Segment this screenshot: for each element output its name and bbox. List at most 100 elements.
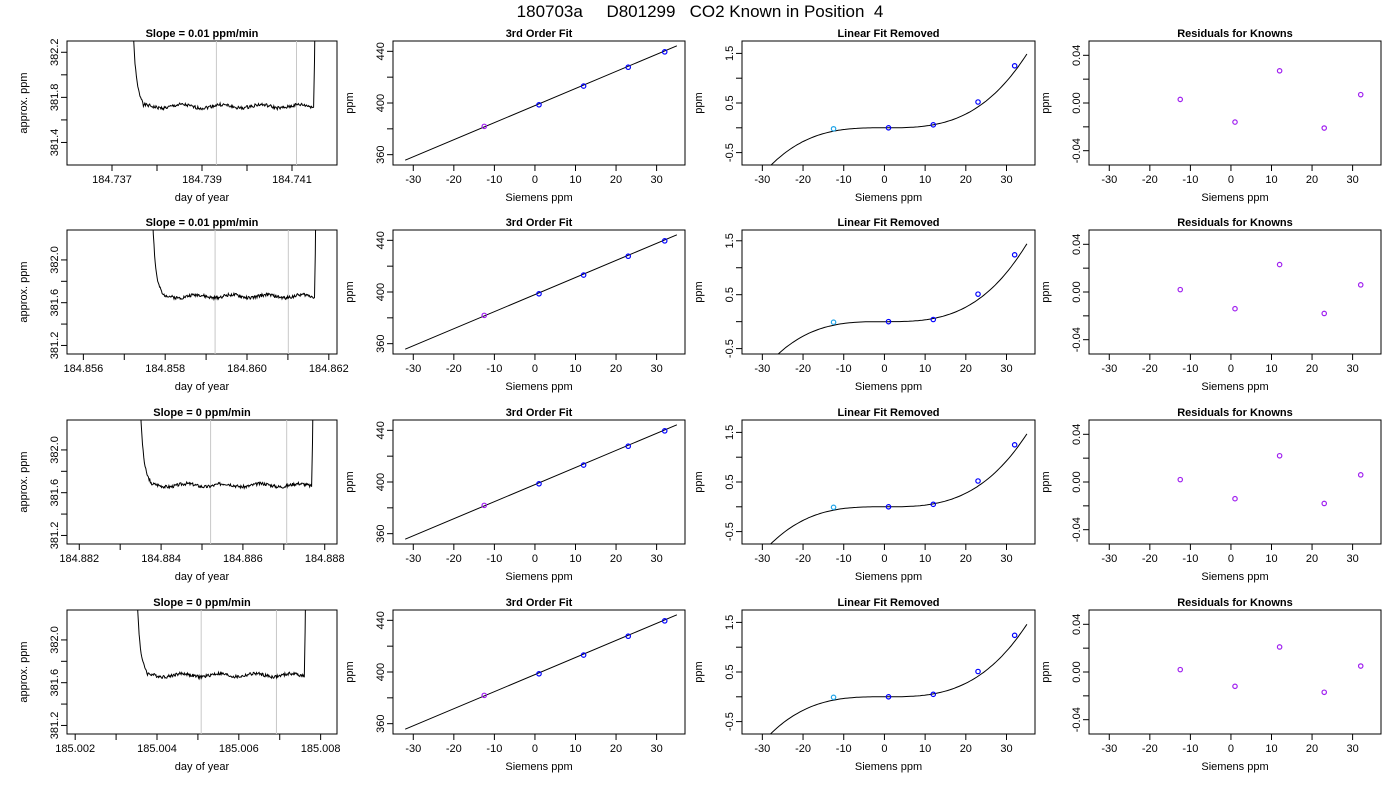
x-tick-label: -10: [486, 174, 502, 186]
plot-area: [777, 243, 1028, 354]
x-tick-label: 20: [960, 174, 972, 186]
plot-frame: [66, 229, 338, 355]
y-tick-label: 381.6: [49, 669, 61, 697]
x-tick-label: -20: [795, 553, 811, 565]
data-point: [1232, 683, 1238, 690]
x-tick-label: 184.860: [227, 363, 267, 375]
y-tick-label: 382.0: [49, 246, 61, 274]
y-tick-label: 0.5: [724, 664, 736, 679]
panel-title: Residuals for Knowns: [1177, 407, 1293, 419]
x-tick-label: 30: [1000, 743, 1012, 755]
x-tick-label: 10: [919, 743, 931, 755]
data-trace: [152, 230, 317, 302]
x-tick-label: 30: [1000, 553, 1012, 565]
data-point: [975, 478, 981, 484]
data-point: [930, 501, 937, 508]
x-tick-label: -20: [795, 743, 811, 755]
data-point: [481, 692, 488, 699]
x-tick-label: 0: [881, 363, 887, 375]
fit-curve: [769, 433, 1028, 544]
y-tick-label: 381.2: [49, 332, 61, 360]
x-axis-label: Siemens ppm: [505, 381, 572, 393]
x-axis-label: Siemens ppm: [505, 192, 572, 204]
y-tick-label: 400: [375, 473, 387, 491]
plot-frame: [741, 229, 1036, 355]
y-tick-label: 0.00: [1071, 281, 1083, 302]
x-tick-label: -10: [836, 743, 852, 755]
x-tick-label: 30: [1346, 553, 1358, 565]
data-point: [1177, 476, 1184, 483]
data-point: [1321, 310, 1328, 317]
x-tick-label: 20: [610, 363, 622, 375]
panel-title: Linear Fit Removed: [837, 28, 939, 40]
x-tick-label: 0: [881, 553, 887, 565]
plot-area: [152, 230, 317, 354]
panel-2-2: 3rd Order Fit -30 -20 -10 0 10 20 30 360 400 440 Si…: [344, 217, 686, 393]
x-tick-label: -30: [405, 363, 421, 375]
y-tick-label: 0.04: [1071, 45, 1083, 66]
panel-title: Linear Fit Removed: [837, 217, 939, 229]
plot-frame: [741, 40, 1036, 166]
x-tick-label: -10: [836, 553, 852, 565]
x-tick-label: 30: [1000, 174, 1012, 186]
data-point: [536, 291, 542, 297]
x-tick-label: 20: [610, 174, 622, 186]
x-axis-label: Siemens ppm: [1201, 761, 1268, 773]
data-point: [830, 319, 837, 325]
plot-area: [404, 614, 678, 730]
y-axis-label: approx. ppm: [18, 451, 30, 512]
data-point: [580, 272, 587, 278]
panel-1-1: Slope = 0.01 ppm/min 184.737 184.739 184.74…: [18, 28, 338, 204]
data-point: [930, 122, 937, 128]
fit-curve: [777, 243, 1028, 354]
data-point: [930, 691, 937, 698]
x-tick-label: 20: [960, 743, 972, 755]
y-tick-label: 0.04: [1071, 234, 1083, 255]
x-tick-label: 10: [569, 174, 581, 186]
x-tick-label: -30: [754, 553, 770, 565]
y-tick-label: 360: [375, 524, 387, 542]
x-tick-label: 30: [650, 743, 662, 755]
panel-4-2: 3rd Order Fit -30 -20 -10 0 10 20 30 360 400 440 Si…: [344, 597, 686, 773]
y-tick-label: 360: [375, 714, 387, 732]
y-tick-label: 0.5: [724, 95, 736, 110]
x-tick-label: 184.862: [309, 363, 349, 375]
data-point: [1321, 125, 1328, 131]
x-tick-label: 184.741: [272, 174, 312, 186]
x-tick-label: 0: [1228, 174, 1234, 186]
panel-4-3: Linear Fit Removed -30 -20 -10 0 10 20 30 -0.5 0.…: [693, 597, 1036, 773]
plot-frame: [66, 419, 338, 545]
panel-title: Slope = 0 ppm/min: [153, 407, 251, 419]
x-tick-label: -20: [1142, 743, 1158, 755]
panel-1-3: Linear Fit Removed -30 -20 -10 0 10 20 30 -0.5 0.…: [693, 28, 1036, 204]
x-axis-label: Siemens ppm: [855, 761, 922, 773]
plot-area: [133, 41, 316, 165]
plot-area: [137, 610, 306, 734]
x-tick-label: 0: [532, 553, 538, 565]
x-tick-label: 10: [569, 553, 581, 565]
x-tick-label: 30: [1346, 743, 1358, 755]
plot-frame: [741, 609, 1036, 735]
y-axis-label: ppm: [344, 661, 356, 682]
data-trace: [140, 420, 314, 490]
x-tick-label: -30: [405, 553, 421, 565]
panel-title: Linear Fit Removed: [837, 407, 939, 419]
x-tick-label: 184.858: [145, 363, 185, 375]
x-axis-label: Siemens ppm: [1201, 192, 1268, 204]
data-point: [885, 125, 892, 131]
panel-1-4: Residuals for Knowns -30 -20 -10 0 10 20 30 -0.0…: [1040, 28, 1382, 204]
x-axis-label: day of year: [175, 381, 230, 393]
data-point: [975, 291, 981, 297]
x-tick-label: 10: [1265, 743, 1277, 755]
data-point: [536, 481, 542, 487]
x-tick-label: 10: [1265, 174, 1277, 186]
plot-frame: [1088, 229, 1382, 355]
x-tick-label: -30: [1101, 174, 1117, 186]
y-axis-label: ppm: [1040, 281, 1052, 302]
panel-2-4: Residuals for Knowns -30 -20 -10 0 10 20 30 -0.0…: [1040, 217, 1382, 393]
x-tick-label: 184.888: [305, 553, 345, 565]
x-tick-label: -10: [486, 363, 502, 375]
plot-area: [1177, 68, 1364, 131]
data-point: [1357, 472, 1364, 478]
data-point: [1232, 119, 1238, 125]
